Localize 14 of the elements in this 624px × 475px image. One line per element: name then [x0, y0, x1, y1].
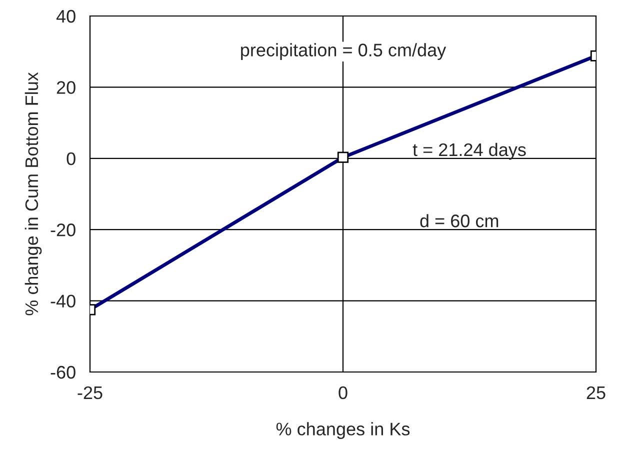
y-tick-label: -20 [50, 224, 76, 236]
x-tick-label: 0 [338, 386, 348, 400]
x-tick-label: 25 [586, 386, 606, 400]
x-tick-label: -25 [78, 386, 102, 400]
y-axis-title: % change in Cum Bottom Flux [24, 72, 42, 316]
annotation: t = 21.24 days [412, 142, 526, 160]
y-tick-label: 40 [56, 10, 76, 23]
y-tick-label: 20 [56, 81, 76, 94]
x-axis-title: % changes in Ks [276, 422, 410, 439]
annotation: precipitation = 0.5 cm/day [241, 43, 446, 60]
annotation: d = 60 cm [420, 214, 498, 228]
y-tick-label: 0 [66, 152, 76, 166]
y-tick-label: -40 [50, 294, 76, 308]
y-tick-label: -60 [50, 366, 76, 379]
